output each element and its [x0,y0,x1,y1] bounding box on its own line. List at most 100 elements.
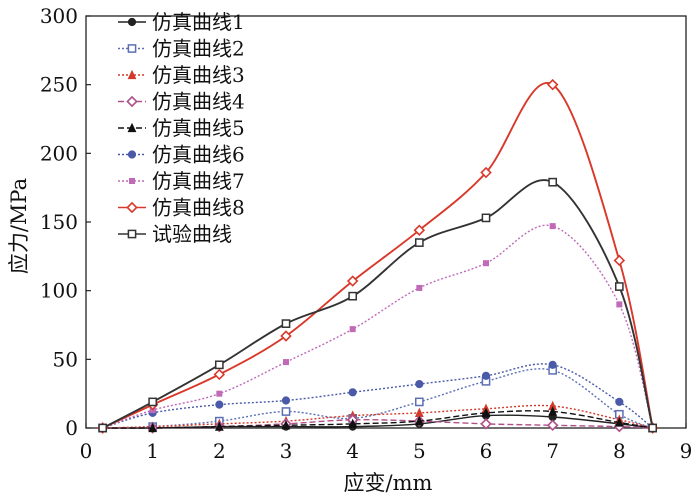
legend-item: 试验曲线 [118,222,232,246]
legend-item: 仿真曲线7 [118,169,245,193]
data-point [280,330,292,342]
x-tick-label: 2 [213,439,226,463]
series-1 [98,411,657,433]
legend-marker [129,178,135,184]
data-point [415,379,424,389]
legend-marker [126,201,138,214]
legend-label: 仿真曲线7 [152,169,245,193]
data-point [483,260,489,267]
tick-labels: 0 1 2 3 4 5 6 7 8 9 0 50 100 150 200 250 300 [40,4,693,463]
data-point [481,213,491,223]
series-9 [98,177,658,433]
y-tick-label: 250 [40,73,78,97]
legend-marker [126,95,138,108]
data-point [148,422,158,433]
series-2 [98,365,658,433]
y-tick-label: 200 [40,141,78,165]
legend-item: 仿真曲线5 [118,116,245,140]
y-tick-label: 100 [40,279,78,303]
x-tick-label: 1 [146,439,159,463]
legend-marker [127,17,137,27]
legend-label: 仿真曲线5 [152,116,245,140]
data-point [416,284,423,291]
x-tick-label: 8 [613,439,626,463]
data-point [214,421,224,431]
data-point [481,407,491,417]
legend-marker [127,122,137,133]
series-7 [99,223,656,431]
data-point [414,397,424,407]
data-point [414,415,424,426]
data-point [98,423,108,433]
legend-marker [127,150,137,159]
data-point [481,371,491,380]
legend-marker [127,69,137,80]
data-point [349,326,356,333]
legend-marker [127,44,137,53]
data-point [413,224,426,236]
data-point [214,360,224,370]
data-point [283,359,289,366]
data-point [348,388,357,397]
series-line [102,410,653,429]
legend-label: 仿真曲线6 [152,143,245,167]
series-line [102,404,653,429]
x-tick-label: 9 [680,439,693,463]
data-point [548,177,558,187]
data-point [616,301,623,308]
series-layer [96,78,659,434]
data-point [148,397,158,407]
legend-label: 仿真曲线4 [152,90,245,114]
data-point [546,419,559,431]
data-point [480,418,492,430]
legend-label: 仿真曲线8 [152,196,245,220]
legend-item: 仿真曲线4 [118,90,245,114]
y-tick-label: 50 [53,347,78,371]
legend-label: 试验曲线 [152,222,232,246]
data-point [615,397,624,407]
data-point [414,407,424,417]
data-point [549,223,556,230]
data-point [213,368,226,381]
legend-item: 仿真曲线3 [118,63,245,87]
legend-item: 仿真曲线2 [118,37,245,61]
legend-marker [127,229,137,239]
x-tick-label: 3 [280,439,293,463]
data-point [546,78,559,91]
data-point [548,360,557,369]
y-tick-label: 0 [65,416,78,440]
series-line [102,418,653,429]
y-tick-label: 150 [40,210,78,234]
data-point [281,396,291,405]
data-point [281,419,291,430]
data-point [281,407,291,416]
x-tick-label: 6 [480,439,493,463]
data-point [348,418,358,428]
series-line [102,414,653,429]
series-line [102,363,654,429]
data-point [548,406,558,416]
data-point [613,254,626,267]
data-point [414,238,424,247]
series-line [102,224,654,429]
data-point [215,400,224,409]
data-point [614,282,624,291]
data-point [348,291,358,301]
data-point [480,166,492,179]
legend-label: 仿真曲线2 [152,37,245,61]
x-axis-label: 应变/mm [344,471,433,495]
x-tick-label: 7 [546,439,559,463]
data-point [281,319,291,328]
y-tick-label: 300 [40,4,78,28]
legend-item: 仿真曲线8 [118,196,245,220]
x-tick-label: 0 [80,439,93,463]
data-point [648,423,658,433]
x-tick-label: 5 [413,439,426,463]
series-6 [98,360,657,433]
legend-label: 仿真曲线1 [152,10,245,34]
legend-item: 仿真曲线6 [118,143,245,167]
legend-item: 仿真曲线1 [118,10,245,34]
x-tick-label: 4 [346,439,359,463]
